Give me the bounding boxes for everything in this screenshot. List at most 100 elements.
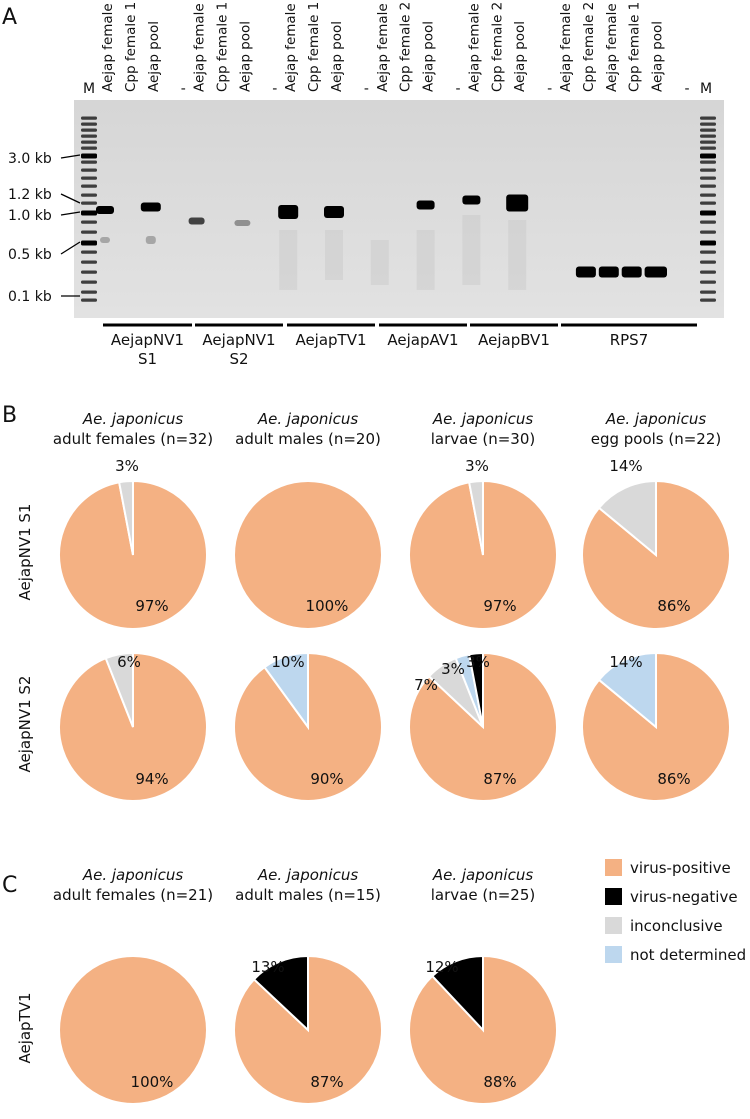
- pie-title-species: Ae. japonicus: [257, 866, 359, 884]
- pie-label: 94%: [135, 770, 168, 788]
- gel-band: [324, 206, 344, 218]
- lane-label: Aejap female 2: [466, 0, 482, 92]
- pie-chart: 94% 6%: [58, 651, 208, 802]
- pie-slice-virus-positive: [581, 651, 731, 802]
- ladder-lane-right-band: [700, 134, 716, 138]
- row-label-nv1-s1: AejapNV1 S1: [16, 504, 34, 601]
- pie-label: 86%: [657, 770, 690, 788]
- ladder-lane-left-band: [81, 184, 97, 188]
- pie-slice-not-determined: [263, 651, 309, 731]
- gel-band: [621, 266, 642, 278]
- group-label: AejapBV1: [478, 331, 550, 349]
- pie-label: 3%: [466, 653, 490, 671]
- legend-label-virus-positive: virus-positive: [630, 859, 731, 877]
- pie-slice-virus-positive: [581, 479, 731, 630]
- gel-smear: [325, 230, 343, 280]
- ladder-lane-right-band: [700, 140, 716, 144]
- pie-slice-inconclusive: [467, 479, 484, 556]
- ladder-lane-right-band: [700, 184, 716, 188]
- ladder-lane-right-band: [700, 250, 716, 254]
- pie-slice-virus-positive: [58, 955, 208, 1105]
- pie-title-species: Ae. japonicus: [82, 866, 184, 884]
- pie-chart: Ae. japonicus adult females (n=21) 100%: [53, 866, 213, 1105]
- ladder-lane-left-band: [81, 270, 97, 274]
- gel-band: [140, 202, 161, 212]
- ladder-lane-left-band: [81, 240, 97, 246]
- gel-image: [74, 100, 724, 318]
- ladder-lane-right-band: [700, 153, 716, 159]
- gel-band: [462, 195, 481, 205]
- marker-label-left: M: [83, 81, 95, 97]
- ladder-lane-right-band: [700, 210, 716, 216]
- ladder-lane-left-band: [81, 146, 97, 150]
- pie-slice-inconclusive: [117, 479, 134, 556]
- group-label: AejapNV1: [202, 331, 275, 349]
- lane-label: -: [547, 81, 552, 97]
- ladder-lane-right-band: [700, 128, 716, 132]
- ladder-lane-right-band: [700, 116, 716, 120]
- ladder-lane-left-band: [81, 128, 97, 132]
- pie-label: 3%: [465, 457, 489, 475]
- pie-slice-virus-negative: [467, 651, 484, 728]
- pie-slice-virus-positive: [233, 480, 383, 630]
- pie-title-group: adult females (n=32): [53, 430, 213, 448]
- pie-title-group: adult males (n=15): [235, 886, 381, 904]
- ladder-lane-right-band: [700, 168, 716, 172]
- pie-chart: Ae. japonicus adult females (n=32) 97% 3%: [53, 410, 213, 630]
- legend-label-virus-negative: virus-negative: [630, 888, 738, 906]
- ladder-lane-left-band: [81, 230, 97, 234]
- size-tick: [60, 193, 81, 204]
- pie-label: 88%: [483, 1073, 516, 1091]
- ladder-lane-right-band: [700, 220, 716, 224]
- ladder-lane-left-band: [81, 122, 97, 126]
- pie-label: 86%: [657, 597, 690, 615]
- pie-label: 97%: [135, 597, 168, 615]
- gel-bands: [81, 116, 716, 302]
- lane-label: Aejap pool: [421, 21, 437, 92]
- lane-label: Aejap pool: [146, 21, 162, 92]
- pie-chart: 87%7%3% 3%: [408, 651, 558, 802]
- gel-smear: [508, 220, 527, 290]
- lane-label: Aejap pool: [237, 21, 253, 92]
- size-tick: [60, 241, 81, 255]
- pie-title-group: adult females (n=21): [53, 886, 213, 904]
- row-label-tv1: AejapTV1: [16, 992, 34, 1063]
- marker-label-right: M: [700, 81, 712, 97]
- lane-label: Aejap female 1: [192, 0, 208, 92]
- ladder-lane-left-band: [81, 220, 97, 224]
- panel-a-letter: A: [2, 5, 17, 30]
- gel-band: [145, 236, 156, 244]
- ladder-lane-left-band: [81, 176, 97, 180]
- legend-swatch-inconclusive: [605, 917, 622, 934]
- panel-c-letter: C: [2, 873, 17, 898]
- lane-label: Aejap female 2: [375, 0, 391, 92]
- ladder-lane-right-band: [700, 290, 716, 294]
- pie-slice-virus-negative: [430, 954, 484, 1033]
- lane-label: -: [685, 81, 690, 97]
- legend-swatch-not-determined: [605, 946, 622, 963]
- pie-title-group: larvae (n=30): [431, 430, 535, 448]
- pie-label: 3%: [115, 457, 139, 475]
- pie-title-group: adult males (n=20): [235, 430, 381, 448]
- ladder-lane-right-band: [700, 280, 716, 284]
- ladder-lane-right-band: [700, 160, 716, 164]
- group-label: AejapAV1: [387, 331, 458, 349]
- pie-label: 14%: [609, 653, 642, 671]
- gel-smear: [279, 230, 298, 290]
- lane-label: Cpp female 1: [215, 2, 231, 92]
- pie-label: 12%: [425, 958, 458, 976]
- pie-chart: Ae. japonicus larvae (n=30) 97% 3%: [408, 410, 558, 630]
- ladder-lane-left-band: [81, 298, 97, 302]
- lane-label: Cpp female 1: [306, 2, 322, 92]
- lane-label: -: [364, 81, 369, 97]
- legend-label-not-determined: not determined: [630, 946, 746, 964]
- gel-band: [234, 220, 251, 226]
- pie-chart: 90% 10%: [233, 651, 383, 802]
- ladder-lane-left-band: [81, 290, 97, 294]
- pie-title-group: egg pools (n=22): [591, 430, 722, 448]
- pie-slice-inconclusive: [597, 479, 657, 558]
- ladder-lane-left-band: [81, 260, 97, 264]
- ladder-lane-left-band: [81, 201, 97, 205]
